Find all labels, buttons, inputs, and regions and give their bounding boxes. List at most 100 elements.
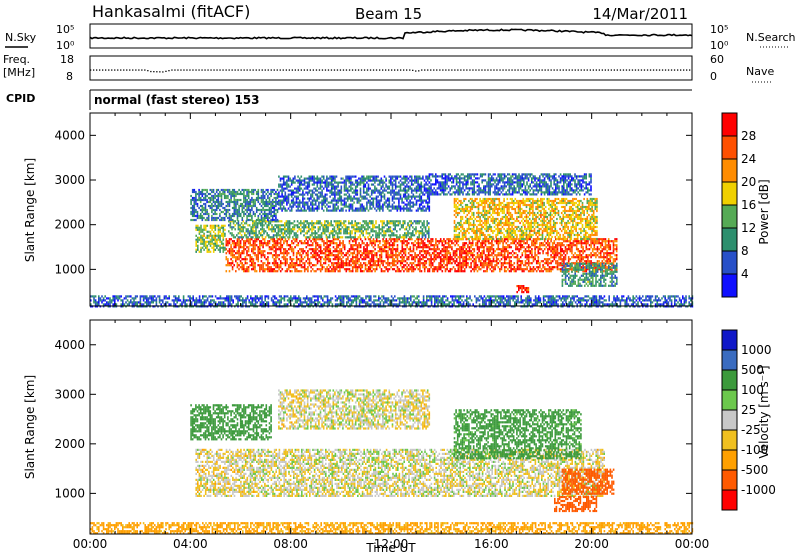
scatter-cell bbox=[260, 224, 262, 227]
scatter-cell bbox=[545, 260, 548, 263]
scatter-cell bbox=[297, 264, 300, 267]
scatter-cell bbox=[553, 246, 556, 249]
scatter-cell bbox=[393, 260, 396, 263]
scatter-cell bbox=[216, 240, 218, 243]
scatter-cell bbox=[254, 264, 256, 267]
scatter-cell bbox=[351, 240, 354, 243]
scatter-cell bbox=[606, 254, 608, 257]
scatter-cell bbox=[606, 260, 608, 263]
scatter-cell bbox=[361, 258, 364, 261]
scatter-cell bbox=[340, 248, 343, 251]
scatter-cell bbox=[368, 222, 371, 225]
scatter-cell bbox=[359, 246, 362, 249]
scatter-cell bbox=[295, 238, 298, 241]
frequency-point bbox=[397, 69, 399, 71]
scatter-cell bbox=[435, 256, 437, 259]
scatter-cell bbox=[549, 221, 552, 225]
scatter-cell bbox=[281, 256, 284, 259]
scatter-cell bbox=[470, 258, 472, 261]
scatter-cell bbox=[507, 250, 509, 253]
scatter-cell bbox=[455, 215, 457, 219]
scatter-cell bbox=[406, 246, 408, 249]
scatter-cell bbox=[419, 244, 421, 247]
scatter-cell bbox=[403, 238, 405, 241]
scatter-cell bbox=[551, 199, 553, 203]
scatter-cell bbox=[342, 240, 344, 243]
scatter-cell bbox=[326, 250, 328, 253]
scatter-cell bbox=[249, 260, 251, 263]
frequency-point bbox=[339, 69, 342, 71]
scatter-cell bbox=[591, 201, 593, 205]
scatter-cell bbox=[463, 246, 466, 249]
scatter-cell bbox=[380, 270, 383, 273]
scatter-cell bbox=[227, 240, 229, 243]
scatter-cell bbox=[504, 229, 507, 233]
frequency-point bbox=[418, 70, 420, 72]
frequency-point bbox=[168, 70, 170, 72]
scatter-cell bbox=[292, 262, 295, 265]
scatter-cell bbox=[586, 207, 589, 211]
scatter-cell bbox=[471, 223, 473, 227]
scatter-cell bbox=[449, 244, 452, 247]
scatter-cell bbox=[275, 270, 277, 273]
frequency-point bbox=[150, 70, 152, 73]
scatter-cell bbox=[492, 266, 495, 269]
scatter-cell bbox=[360, 230, 363, 233]
scatter-cell bbox=[508, 213, 510, 217]
scatter-cell bbox=[546, 201, 549, 205]
frequency-point bbox=[315, 69, 318, 71]
scatter-cell bbox=[206, 246, 209, 249]
scatter-cell bbox=[580, 254, 583, 257]
scatter-cell bbox=[415, 238, 418, 241]
scatter-cell bbox=[575, 215, 577, 219]
scatter-cell bbox=[351, 226, 353, 229]
scatter-cell bbox=[453, 227, 456, 231]
scatter-cell bbox=[367, 256, 370, 259]
scatter-cell bbox=[306, 222, 308, 225]
scatter-cell bbox=[268, 240, 271, 243]
scatter-cell bbox=[414, 240, 416, 243]
scatter-cell bbox=[495, 197, 497, 201]
scatter-cell bbox=[396, 250, 399, 253]
scatter-cell bbox=[565, 213, 568, 217]
scatter-cell bbox=[227, 244, 229, 247]
scatter-cell bbox=[531, 242, 533, 245]
scatter-cell bbox=[254, 246, 256, 249]
scatter-cell bbox=[559, 242, 562, 245]
scatter-cell bbox=[340, 228, 342, 231]
scatter-cell bbox=[513, 266, 516, 269]
scatter-cell bbox=[214, 234, 217, 237]
scatter-cell bbox=[550, 250, 552, 253]
scatter-cell bbox=[521, 240, 524, 243]
scatter-cell bbox=[576, 209, 579, 213]
scatter-cell bbox=[612, 252, 615, 255]
scatter-cell bbox=[547, 260, 549, 263]
scatter-cell bbox=[615, 248, 618, 251]
scatter-cell bbox=[521, 254, 524, 257]
scatter-cell bbox=[491, 242, 493, 245]
scatter-cell bbox=[335, 258, 338, 261]
scatter-cell bbox=[576, 231, 579, 235]
scatter-cell bbox=[206, 240, 209, 243]
scatter-cell bbox=[463, 199, 465, 203]
scatter-cell bbox=[490, 197, 493, 201]
scatter-cell bbox=[548, 227, 550, 231]
scatter-cell bbox=[483, 242, 485, 245]
scatter-cell bbox=[334, 242, 336, 245]
scatter-cell bbox=[425, 266, 428, 269]
scatter-cell bbox=[612, 246, 615, 249]
scatter-cell bbox=[369, 262, 372, 265]
scatter-cell bbox=[276, 270, 279, 273]
scatter-cell bbox=[193, 212, 196, 216]
scatter-cell bbox=[421, 228, 424, 231]
scatter-cell bbox=[552, 215, 555, 219]
scatter-cell bbox=[562, 205, 565, 209]
scatter-cell bbox=[438, 242, 440, 245]
scatter-cell bbox=[607, 244, 610, 247]
scatter-cell bbox=[304, 232, 307, 235]
scatter-cell bbox=[527, 235, 529, 239]
scatter-cell bbox=[347, 258, 349, 261]
scatter-cell bbox=[472, 227, 475, 231]
scatter-cell bbox=[330, 232, 332, 235]
scatter-cell bbox=[459, 270, 461, 273]
